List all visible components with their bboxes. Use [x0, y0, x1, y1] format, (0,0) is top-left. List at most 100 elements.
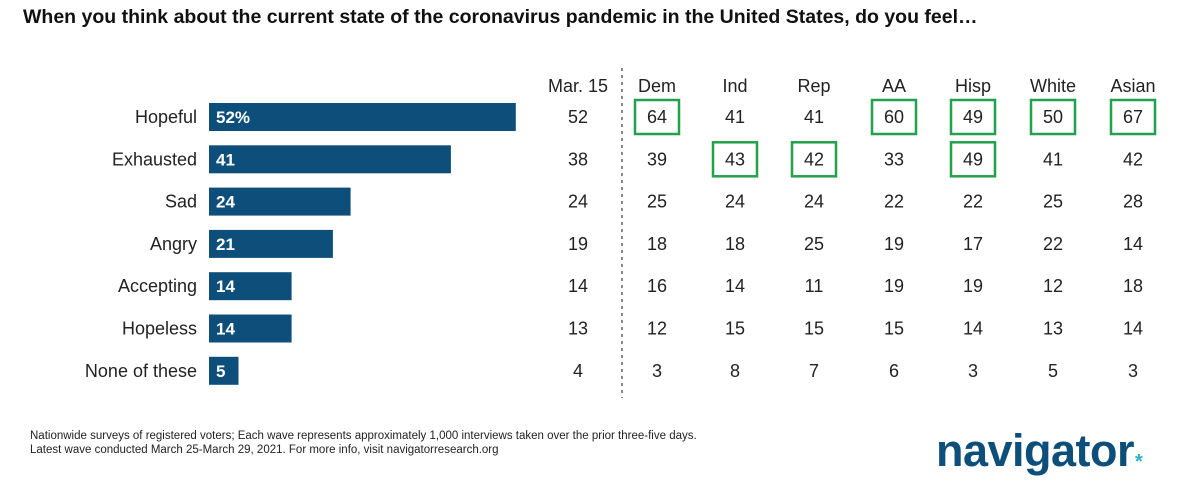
table-cell: 13	[1043, 319, 1063, 339]
logo-star-icon: *	[1135, 451, 1143, 473]
table-cell: 3	[1128, 361, 1138, 381]
table-cell: 12	[1043, 276, 1063, 296]
table-cell: 16	[647, 276, 667, 296]
footnote-line-2: Latest wave conducted March 25-March 29,…	[30, 444, 499, 456]
chart-svg: Hopeful 52% Exhausted 41 Sad 24 Angry 21 Accepti…	[85, 68, 1157, 398]
bar	[209, 103, 516, 131]
column-header: Ind	[722, 76, 747, 96]
table-cell: 14	[1123, 319, 1143, 339]
table-cell: 18	[1123, 276, 1143, 296]
column-header: AA	[882, 76, 906, 96]
bar-value-label: 24	[216, 193, 235, 212]
table-cell: 42	[804, 149, 824, 169]
column-header: Dem	[638, 76, 676, 96]
highlight-box	[790, 141, 838, 178]
chart-title: When you think about the current state o…	[23, 6, 978, 28]
table-cell: 15	[725, 319, 745, 339]
table-cell: 19	[568, 234, 588, 254]
table-cell: 49	[963, 149, 983, 169]
table-cell: 24	[804, 192, 824, 212]
highlight-box	[1029, 98, 1077, 136]
table-cell: 14	[963, 319, 983, 339]
bar	[209, 145, 451, 174]
logo-text: navigator	[936, 425, 1135, 476]
table-cell: 22	[963, 192, 983, 212]
table-cell: 5	[1048, 361, 1058, 381]
bar-value-label: 41	[216, 150, 235, 169]
table-cell: 49	[963, 107, 983, 127]
table-cell: 18	[647, 234, 667, 254]
category-label: Sad	[165, 192, 197, 212]
highlight-box	[633, 98, 681, 136]
table-cell: 6	[889, 361, 899, 381]
table-cell: 15	[804, 319, 824, 339]
table-cell: 19	[884, 276, 904, 296]
table-cell: 15	[884, 319, 904, 339]
table-cell: 24	[568, 192, 588, 212]
table-cell: 52	[568, 107, 588, 127]
table-cell: 41	[804, 107, 824, 127]
category-label: None of these	[85, 361, 197, 381]
table-cell: 67	[1123, 107, 1143, 127]
table-cell: 38	[568, 149, 588, 169]
table-cell: 39	[647, 149, 667, 169]
table-cell: 25	[804, 234, 824, 254]
bar	[209, 272, 292, 301]
column-header: Mar. 15	[548, 76, 608, 96]
table-cell: 3	[968, 361, 978, 381]
column-header: Hisp	[955, 76, 991, 96]
bar	[209, 356, 239, 385]
table-cell: 28	[1123, 192, 1143, 212]
table-cell: 41	[1043, 149, 1063, 169]
table-cell: 33	[884, 149, 904, 169]
category-label: Hopeless	[122, 319, 197, 339]
navigator-logo: navigator*	[936, 425, 1143, 477]
table-cell: 25	[1043, 192, 1063, 212]
highlight-box	[949, 98, 997, 136]
bar	[209, 229, 333, 258]
category-label: Accepting	[118, 276, 197, 296]
bar-value-label: 52%	[216, 108, 250, 127]
bar-value-label: 21	[216, 235, 235, 254]
table-cell: 11	[805, 276, 824, 296]
bar-value-label: 14	[216, 320, 235, 339]
column-header: White	[1030, 76, 1076, 96]
table-cell: 3	[652, 361, 662, 381]
category-label: Hopeful	[135, 107, 197, 127]
highlight-box	[949, 141, 997, 178]
footnote: Nationwide surveys of registered voters;…	[30, 429, 697, 457]
column-header: Asian	[1110, 76, 1155, 96]
column-header: Rep	[797, 76, 830, 96]
category-label: Angry	[150, 234, 197, 254]
table-cell: 4	[573, 361, 583, 381]
highlight-box	[1109, 98, 1157, 136]
table-cell: 7	[809, 361, 819, 381]
table-cell: 14	[568, 276, 588, 296]
bar-value-label: 14	[216, 277, 235, 296]
table-cell: 14	[725, 276, 745, 296]
table-cell: 18	[725, 234, 745, 254]
table-cell: 22	[884, 192, 904, 212]
table-cell: 22	[1043, 234, 1063, 254]
bar	[209, 314, 292, 343]
bar-value-label: 5	[216, 362, 225, 381]
table-cell: 17	[963, 234, 983, 254]
table-cell: 43	[725, 149, 745, 169]
table-cell: 41	[725, 107, 745, 127]
table-cell: 24	[725, 192, 745, 212]
table-cell: 25	[647, 192, 667, 212]
table-cell: 42	[1123, 149, 1143, 169]
table-cell: 50	[1043, 107, 1063, 127]
table-cell: 12	[647, 319, 667, 339]
category-label: Exhausted	[112, 149, 197, 169]
highlight-box	[711, 141, 759, 178]
table-cell: 64	[647, 107, 667, 127]
table-cell: 19	[884, 234, 904, 254]
table-cell: 60	[884, 107, 904, 127]
table-cell: 19	[963, 276, 983, 296]
table-cell: 13	[568, 319, 588, 339]
highlight-box	[870, 98, 918, 136]
table-cell: 8	[730, 361, 740, 381]
bar	[209, 187, 351, 216]
footnote-line-1: Nationwide surveys of registered voters;…	[30, 430, 697, 442]
